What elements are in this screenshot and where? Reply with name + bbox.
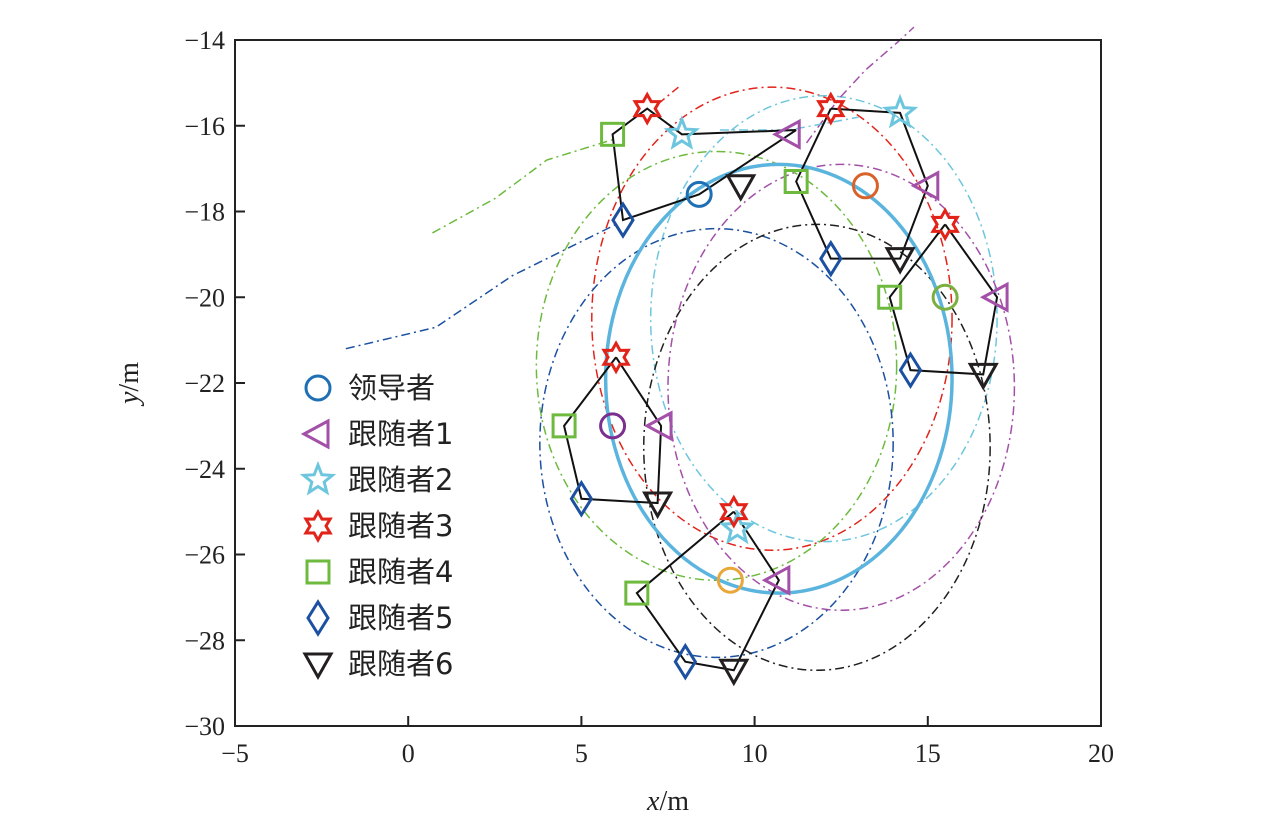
legend-label: 跟随者3 — [348, 509, 453, 543]
series-5-marker — [611, 201, 635, 239]
y-tick-label: −18 — [184, 198, 225, 227]
legend-label: 跟随者6 — [348, 647, 453, 681]
y-axis-label-unit: /m — [114, 362, 145, 392]
series-1-marker — [979, 281, 1009, 313]
x-tick-label: 20 — [1088, 739, 1114, 768]
series-6-marker — [642, 491, 674, 520]
legend-marker — [305, 559, 331, 585]
series-3-marker — [719, 494, 749, 529]
series-0-marker — [685, 180, 713, 208]
y-tick-label: −30 — [184, 712, 225, 741]
approach-trail — [345, 223, 617, 350]
x-tick-label: 5 — [575, 739, 588, 768]
formation-polygon — [611, 107, 797, 222]
series-0-marker — [931, 283, 959, 311]
x-tick-label: 15 — [915, 739, 941, 768]
series-0-marker — [599, 412, 627, 440]
series-4-marker — [600, 121, 626, 147]
approach-trail — [719, 116, 859, 131]
y-tick-label: −26 — [184, 541, 225, 570]
x-axis-label-unit: /m — [659, 786, 689, 817]
y-tick-label: −20 — [184, 283, 225, 312]
leader-circle-group — [603, 162, 954, 595]
legend-label: 跟随者2 — [348, 463, 453, 497]
series-0-marker — [716, 566, 744, 594]
series-2-marker — [881, 93, 919, 129]
series-0-marker — [851, 172, 879, 200]
series-2-marker — [719, 509, 756, 545]
dashed-orbit — [667, 163, 1016, 611]
y-tick-label: −22 — [184, 369, 225, 398]
legend-marker — [299, 460, 337, 496]
axis-ticks-group: −5 0 5 10 15 20 −30 −28 −26 −24 −22 −20 −18 −16 −14 — [184, 26, 1114, 768]
series-3-marker — [816, 91, 846, 126]
legend-label: 领导者 — [348, 371, 435, 405]
series-4-marker — [877, 284, 903, 310]
series-4-marker — [624, 580, 650, 606]
formation-polygon — [635, 510, 780, 672]
legend-label: 跟随者1 — [348, 417, 453, 451]
x-axis-label-var: x — [646, 786, 660, 817]
series-5-marker — [898, 351, 923, 389]
approach-trail — [432, 137, 617, 234]
legend-marker — [304, 374, 332, 402]
y-axis-label-var: y — [114, 391, 145, 407]
dashed-orbit — [649, 94, 998, 543]
formation-polygon — [795, 107, 929, 260]
series-3-marker — [601, 340, 631, 375]
series-1-marker — [910, 170, 940, 202]
x-tick-label: −5 — [221, 739, 249, 768]
legend-marker — [306, 599, 330, 637]
y-tick-label: −16 — [184, 112, 225, 141]
series-4-marker — [551, 413, 577, 439]
dashed-orbit — [643, 223, 991, 672]
series-3-marker — [632, 91, 662, 126]
legend-label: 跟随者5 — [348, 601, 453, 635]
formation-polygon-group — [562, 107, 999, 672]
series-1-marker — [772, 118, 801, 150]
x-tick-label: 0 — [402, 739, 415, 768]
x-tick-label: 10 — [742, 739, 768, 768]
legend-marker — [303, 508, 333, 544]
series-6-marker — [718, 658, 750, 687]
dashed-orbit — [591, 86, 953, 551]
dashed-orbit — [539, 227, 894, 659]
formation-polygon — [562, 356, 663, 505]
leader-reference-circle — [603, 162, 954, 595]
series-1-marker — [643, 410, 673, 442]
formation-polygon — [888, 223, 999, 376]
series-4-marker — [783, 168, 809, 194]
dashed-orbit — [535, 150, 898, 581]
marker-group — [551, 91, 1009, 687]
series-1-marker — [761, 564, 791, 596]
x-axis-label: x/m — [646, 786, 689, 817]
series-5-marker — [673, 642, 698, 681]
series-5-marker — [819, 239, 843, 278]
series-6-marker — [967, 362, 999, 391]
legend-label: 跟随者4 — [348, 555, 453, 589]
y-axis-label: y/m — [114, 362, 145, 407]
series-2-marker — [663, 115, 701, 150]
y-tick-label: −14 — [184, 26, 225, 55]
legend-marker — [302, 652, 334, 681]
series-3-marker — [930, 207, 960, 242]
series-6-marker — [725, 174, 757, 202]
series-6-marker — [884, 247, 916, 275]
y-tick-label: −28 — [184, 626, 225, 655]
series-5-marker — [569, 479, 594, 518]
legend-marker — [300, 418, 330, 450]
y-tick-label: −24 — [184, 455, 225, 484]
